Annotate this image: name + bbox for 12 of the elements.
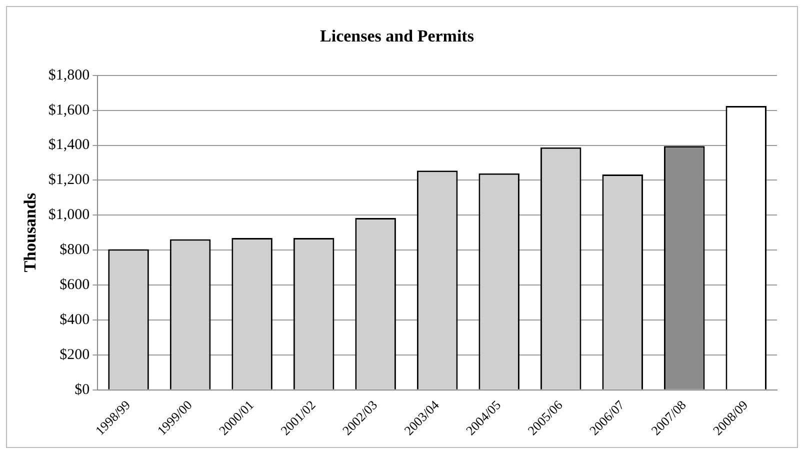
- y-axis-title: Thousands: [20, 192, 40, 272]
- y-tick-label: $1,800: [48, 67, 90, 84]
- y-tick-label: $600: [60, 276, 90, 293]
- chart-title: Licenses and Permits: [320, 26, 474, 46]
- y-tick-label: $1,600: [48, 102, 90, 118]
- y-tick-label: $0: [74, 382, 90, 398]
- y-tick-label: $400: [60, 312, 90, 328]
- y-tick-label: $1,200: [48, 172, 90, 188]
- y-tick-label: $1,000: [48, 207, 90, 224]
- y-tick-label: $1,400: [48, 137, 90, 154]
- y-tick-label: $800: [60, 242, 90, 258]
- y-tick-label: $200: [60, 346, 90, 363]
